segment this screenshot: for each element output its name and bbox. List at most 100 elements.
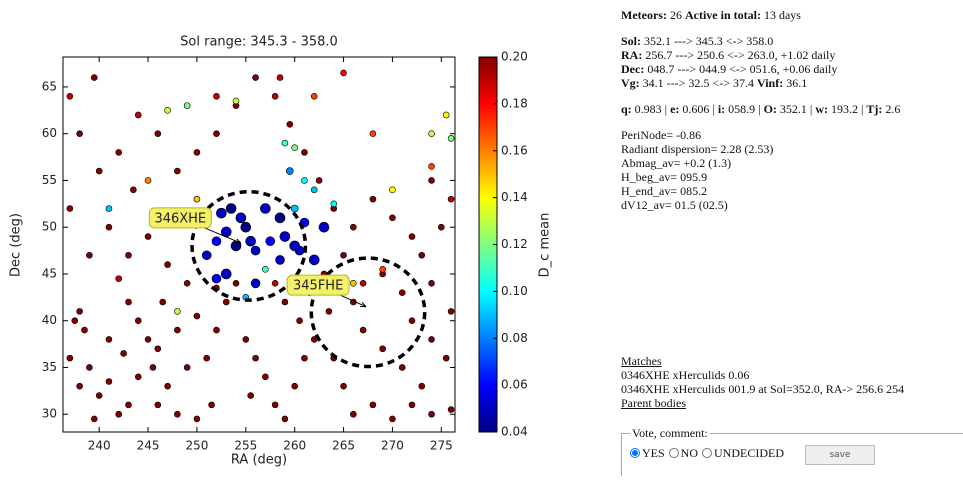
- vote-box: Vote, comment: YES NO UNDECIDED save: [621, 426, 963, 476]
- point: [105, 378, 113, 385]
- colorbar-tick-label: 0.14: [501, 190, 528, 204]
- matches: Matches 0346XHE xHerculids 0.06 0346XHE x…: [621, 354, 904, 410]
- point: [340, 69, 347, 77]
- point: [350, 223, 357, 231]
- point: [428, 130, 435, 137]
- point: [183, 102, 191, 109]
- radio-label: NO: [680, 446, 699, 460]
- info-value: 256.7 ---> 250.6 <-> 263.0, +1.02 daily: [642, 48, 836, 62]
- x-tick-label: 255: [234, 439, 257, 453]
- y-axis-label: Dec (deg): [9, 213, 24, 277]
- info-label: Meteors:: [621, 8, 667, 22]
- match-line: 0346XHE xHerculids 001.9 at Sol=352.0, R…: [621, 382, 905, 396]
- point: [408, 401, 416, 409]
- colorbar-tick-label: 0.12: [501, 237, 528, 251]
- info-value: 352.1 ---> 345.3 <-> 358.0: [641, 34, 774, 48]
- point: [301, 149, 308, 156]
- point: [271, 280, 279, 287]
- point: [408, 317, 416, 325]
- point: [245, 235, 256, 247]
- plot-frame: [62, 56, 456, 433]
- x-tick-label: 245: [137, 439, 160, 453]
- point: [418, 382, 426, 390]
- point: [232, 280, 240, 287]
- point: [340, 251, 347, 259]
- x-tick-label: 250: [185, 439, 208, 453]
- point: [76, 130, 83, 137]
- point: [134, 373, 142, 381]
- y-tick-label: 60: [42, 126, 57, 140]
- point: [428, 163, 435, 170]
- radio-button[interactable]: [702, 448, 713, 458]
- point: [438, 223, 445, 231]
- spacer: [621, 116, 963, 128]
- info-value: 048.7 ---> 044.9 <-> 051.6, +0.06 daily: [644, 62, 838, 76]
- point: [222, 298, 230, 306]
- y-tick-label: 30: [42, 407, 57, 421]
- arrow-head: [234, 238, 242, 244]
- point: [290, 204, 299, 213]
- point: [308, 254, 320, 266]
- y-tick-label: 40: [42, 313, 57, 327]
- radio-button[interactable]: [668, 448, 679, 458]
- parent-bodies-link[interactable]: Parent bodies: [621, 396, 686, 410]
- point: [285, 167, 294, 175]
- point: [203, 354, 211, 362]
- annotation-box: [286, 274, 350, 296]
- match-list: 0346XHE xHerculids 0.06 0346XHE xHerculid…: [621, 368, 904, 396]
- point: [213, 130, 220, 137]
- point: [398, 289, 406, 296]
- point: [265, 236, 276, 247]
- info-label: Tj:: [866, 102, 883, 116]
- point: [225, 203, 237, 214]
- point: [76, 382, 83, 390]
- vote-option[interactable]: NO: [668, 446, 699, 460]
- point: [428, 336, 435, 343]
- save-button[interactable]: save: [805, 445, 876, 465]
- point: [301, 177, 308, 184]
- vote-option[interactable]: UNDECIDED: [702, 446, 784, 460]
- point: [115, 149, 123, 156]
- colorbar-tick-label: 0.04: [501, 425, 528, 439]
- info-value: 36.1: [783, 76, 808, 90]
- x-axis-label: RA (deg): [231, 453, 287, 468]
- point: [296, 317, 303, 325]
- point: [250, 245, 261, 256]
- vote-option[interactable]: YES: [630, 446, 665, 460]
- info-label: Vg:: [621, 76, 640, 90]
- x-tick-label: 240: [88, 439, 111, 453]
- point: [154, 345, 162, 353]
- matches-title[interactable]: Matches: [621, 354, 662, 368]
- point: [201, 250, 212, 261]
- colorbar-tick-label: 0.08: [501, 331, 528, 345]
- point: [130, 186, 137, 194]
- point: [310, 92, 318, 100]
- point: [164, 382, 171, 390]
- point: [115, 410, 123, 418]
- point: [125, 251, 132, 259]
- point: [447, 406, 455, 413]
- info-value: 352.1 |: [776, 102, 816, 116]
- info-line: Meteors: 26 Active in total: 13 days: [621, 8, 963, 22]
- point: [120, 350, 127, 357]
- point: [369, 401, 377, 409]
- point: [286, 121, 294, 128]
- chart: Sol range: 345.3 - 358.0 RA (deg) Dec (d…: [9, 35, 553, 468]
- point: [86, 364, 93, 371]
- chart-title: Sol range: 345.3 - 358.0: [180, 35, 338, 50]
- point: [211, 273, 222, 284]
- info-label: Sol:: [621, 34, 642, 48]
- point: [389, 186, 396, 194]
- point: [247, 392, 254, 399]
- point: [86, 251, 93, 259]
- point: [291, 144, 298, 152]
- info-value: 13 days: [760, 8, 801, 22]
- radio-button[interactable]: [630, 448, 640, 458]
- stat-line: PeriNode= -0.86: [621, 128, 702, 142]
- point: [144, 177, 152, 184]
- point: [369, 130, 377, 137]
- info-label: e:: [670, 102, 680, 116]
- point: [125, 401, 132, 409]
- point: [318, 221, 330, 233]
